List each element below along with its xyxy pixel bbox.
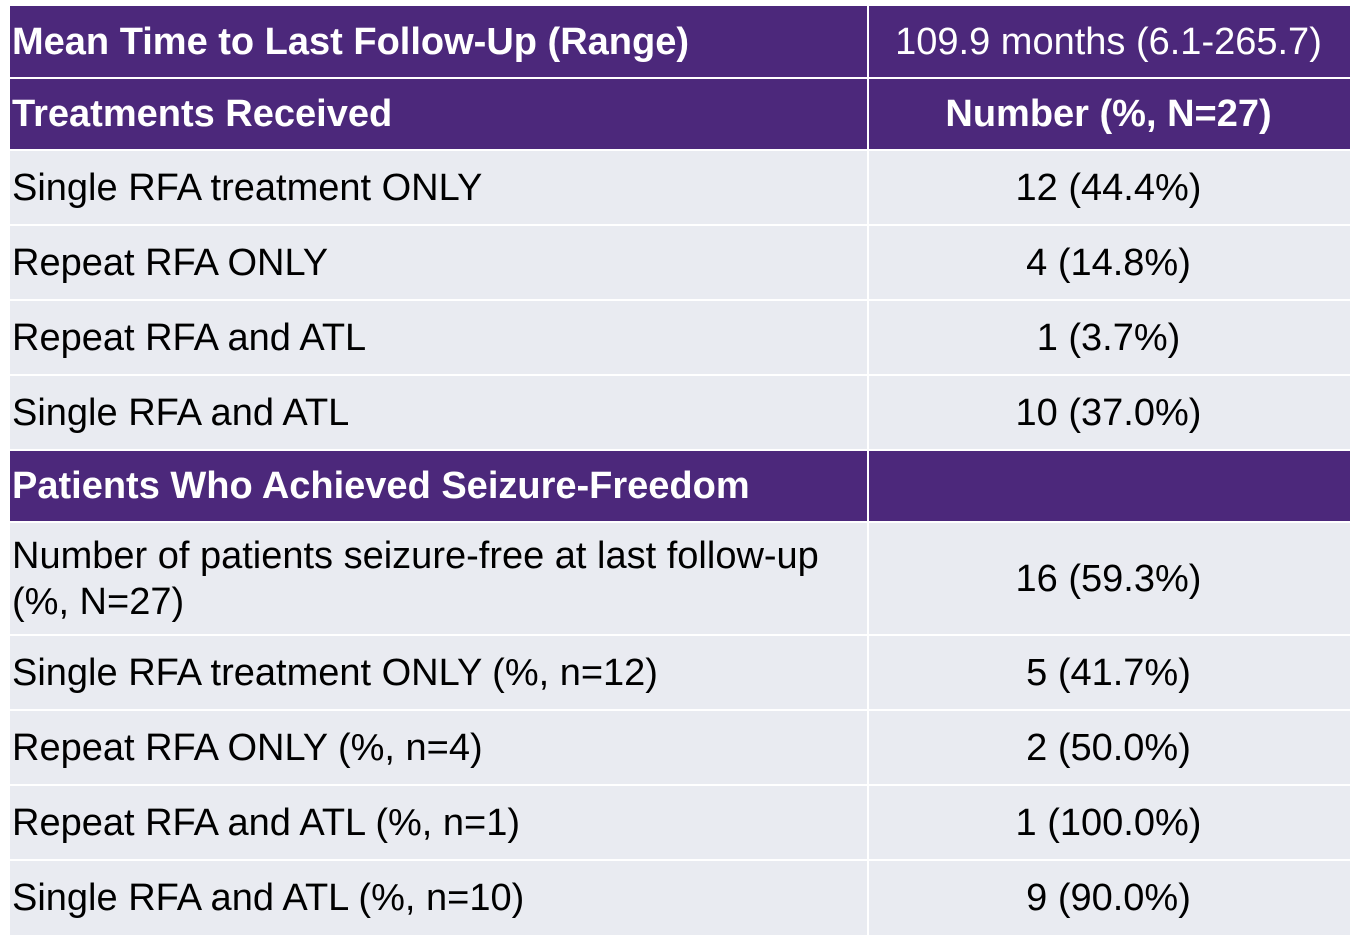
follow-up-value: 109.9 months (6.1-265.7) bbox=[867, 6, 1350, 79]
treatments-header-value: Number (%, N=27) bbox=[867, 77, 1350, 151]
row-value: 1 (3.7%) bbox=[867, 299, 1350, 376]
table-row: Repeat RFA and ATL (%, n=1) 1 (100.0%) bbox=[10, 784, 1350, 861]
seizure-freedom-header-row: Patients Who Achieved Seizure-Freedom bbox=[10, 449, 1350, 523]
seizure-freedom-header-value bbox=[867, 449, 1350, 523]
table-row: Single RFA and ATL 10 (37.0%) bbox=[10, 374, 1350, 451]
table-row: Repeat RFA ONLY 4 (14.8%) bbox=[10, 224, 1350, 301]
table-row: Repeat RFA and ATL 1 (3.7%) bbox=[10, 299, 1350, 376]
seizure-freedom-header-label: Patients Who Achieved Seizure-Freedom bbox=[10, 449, 869, 523]
row-label: Repeat RFA and ATL (%, n=1) bbox=[10, 784, 869, 861]
row-label: Single RFA treatment ONLY bbox=[10, 149, 869, 226]
results-table: Mean Time to Last Follow-Up (Range) 109.… bbox=[10, 6, 1350, 935]
table-row: Single RFA treatment ONLY 12 (44.4%) bbox=[10, 149, 1350, 226]
row-label: Repeat RFA ONLY bbox=[10, 224, 869, 301]
row-label: Single RFA and ATL bbox=[10, 374, 869, 451]
row-value: 4 (14.8%) bbox=[867, 224, 1350, 301]
treatments-header-row: Treatments Received Number (%, N=27) bbox=[10, 77, 1350, 151]
row-value: 1 (100.0%) bbox=[867, 784, 1350, 861]
row-value: 9 (90.0%) bbox=[867, 859, 1350, 935]
row-value: 10 (37.0%) bbox=[867, 374, 1350, 451]
row-value: 12 (44.4%) bbox=[867, 149, 1350, 226]
table-row: Number of patients seizure-free at last … bbox=[10, 521, 1350, 636]
summary-row: Mean Time to Last Follow-Up (Range) 109.… bbox=[10, 6, 1350, 79]
table-row: Repeat RFA ONLY (%, n=4) 2 (50.0%) bbox=[10, 709, 1350, 786]
row-label: Repeat RFA ONLY (%, n=4) bbox=[10, 709, 869, 786]
row-label: Repeat RFA and ATL bbox=[10, 299, 869, 376]
table-row: Single RFA treatment ONLY (%, n=12) 5 (4… bbox=[10, 634, 1350, 711]
row-label: Single RFA and ATL (%, n=10) bbox=[10, 859, 869, 935]
row-label: Number of patients seizure-free at last … bbox=[10, 521, 869, 636]
row-value: 2 (50.0%) bbox=[867, 709, 1350, 786]
follow-up-label: Mean Time to Last Follow-Up (Range) bbox=[10, 6, 869, 79]
treatments-header-label: Treatments Received bbox=[10, 77, 869, 151]
row-value: 16 (59.3%) bbox=[867, 521, 1350, 636]
row-value: 5 (41.7%) bbox=[867, 634, 1350, 711]
table-row: Single RFA and ATL (%, n=10) 9 (90.0%) bbox=[10, 859, 1350, 935]
row-label: Single RFA treatment ONLY (%, n=12) bbox=[10, 634, 869, 711]
